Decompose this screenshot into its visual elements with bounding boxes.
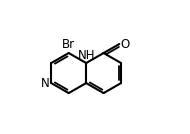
Text: NH: NH <box>77 49 95 62</box>
Text: N: N <box>41 77 50 90</box>
Text: Br: Br <box>62 38 75 51</box>
Text: O: O <box>121 38 130 51</box>
